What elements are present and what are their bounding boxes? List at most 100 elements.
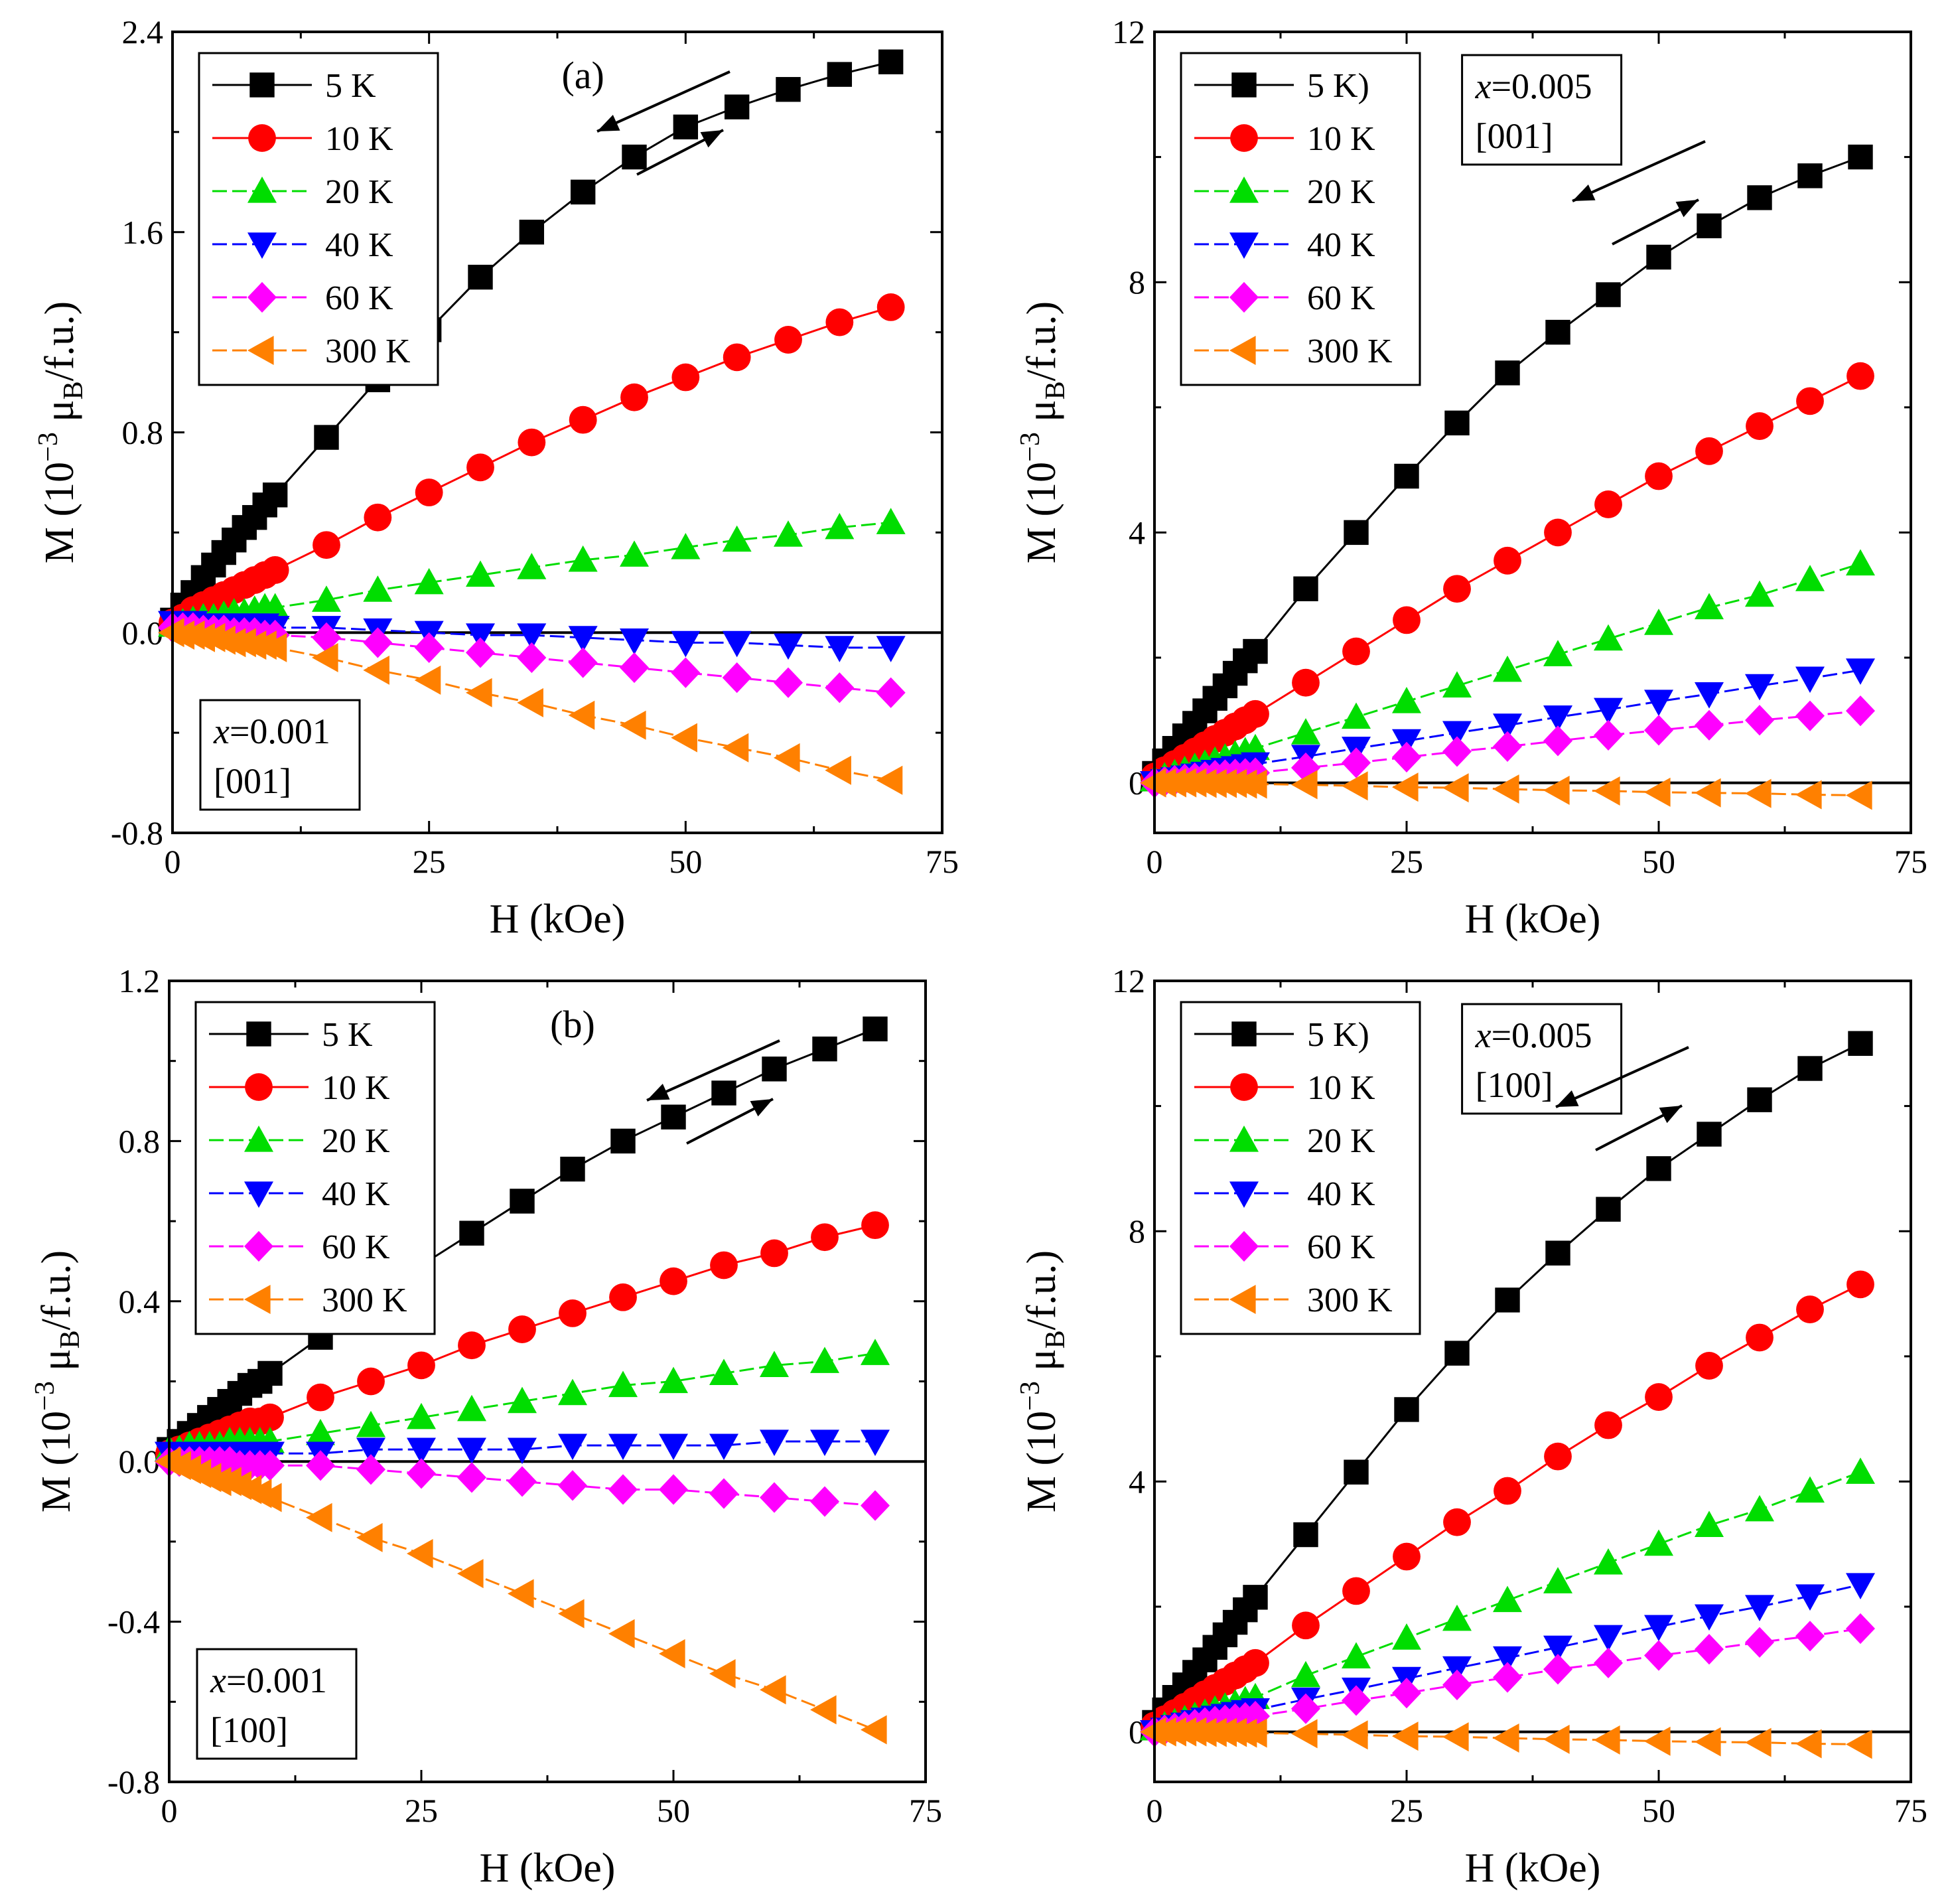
data-point-5K — [262, 482, 288, 508]
data-point-40K — [608, 1433, 638, 1461]
data-point-40K — [517, 623, 547, 650]
data-point-10K — [1292, 668, 1320, 697]
legend-label: 5 K) — [1307, 1016, 1369, 1054]
legend-label: 300 K — [1307, 1282, 1393, 1319]
data-point-10K — [1846, 1270, 1874, 1299]
data-point-40K — [1846, 1573, 1875, 1599]
data-point-60K — [825, 672, 855, 703]
data-point-300K — [1594, 776, 1620, 806]
data-point-60K — [861, 1490, 890, 1521]
legend-marker-20K — [1229, 1126, 1259, 1152]
x-tick-label: 0 — [1147, 1792, 1163, 1829]
data-point-20K — [876, 508, 906, 534]
data-point-5K — [257, 1360, 283, 1386]
data-point-40K — [1795, 666, 1825, 694]
data-point-10K — [1241, 699, 1269, 728]
y-label-exponent: −3 — [33, 432, 64, 462]
arrow-decreasing — [596, 70, 731, 133]
data-point-20K — [709, 1358, 738, 1386]
data-point-5K — [812, 1036, 837, 1062]
data-point-10K — [1342, 637, 1370, 666]
data-point-20K — [517, 553, 547, 579]
data-point-60K — [1342, 1685, 1371, 1716]
data-point-5K — [827, 62, 853, 87]
y-label-subscript: B — [58, 381, 89, 400]
data-point-300K — [568, 700, 595, 730]
data-point-5K — [610, 1128, 636, 1154]
data-point-60K — [1392, 741, 1421, 773]
arrow-decreasing — [1555, 1046, 1689, 1108]
data-point-5K — [1848, 1031, 1873, 1056]
data-point-60K — [508, 1466, 537, 1497]
data-point-5K — [1344, 520, 1369, 546]
data-point-40K — [1644, 690, 1673, 716]
series-line-20K — [1154, 563, 1861, 781]
data-point-60K — [407, 1458, 436, 1489]
data-point-20K — [1695, 1510, 1724, 1537]
y-tick-label: 12 — [1112, 13, 1145, 50]
data-point-10K — [466, 453, 494, 482]
data-point-10K — [1695, 1352, 1723, 1380]
y-label-exponent: −3 — [1015, 432, 1046, 462]
data-point-20K — [1493, 1585, 1522, 1613]
data-point-5K — [1646, 244, 1671, 270]
legend-label: 10 K — [1307, 1069, 1375, 1107]
x-tick-label: 0 — [165, 843, 181, 880]
y-label-main: M (10 — [1019, 462, 1064, 563]
data-point-40K — [1745, 674, 1774, 701]
x-tick-label: 50 — [1642, 1792, 1675, 1829]
data-point-40K — [722, 630, 752, 658]
sample-direction: [100] — [1476, 1065, 1553, 1105]
data-point-300K — [508, 1579, 534, 1609]
data-point-20K — [1644, 1529, 1673, 1556]
y-tick-label: 12 — [1112, 962, 1145, 999]
data-point-300K — [876, 765, 903, 795]
y-label-subscript: B — [55, 1330, 86, 1349]
data-point-40K — [407, 1437, 436, 1465]
data-point-10K — [1393, 1542, 1421, 1571]
data-point-40K — [671, 630, 701, 658]
legend-box — [1180, 1001, 1421, 1335]
data-point-40K — [1594, 697, 1623, 725]
data-point-5K — [570, 179, 596, 205]
data-point-40K — [457, 1437, 486, 1465]
y-tick-label: 0.0 — [119, 1443, 161, 1480]
data-point-5K — [673, 114, 699, 140]
data-point-300K — [620, 710, 646, 740]
data-point-5K — [776, 77, 801, 102]
data-point-10K — [518, 428, 546, 457]
data-point-300K — [1493, 1723, 1519, 1753]
data-point-10K — [760, 1239, 788, 1268]
legend-marker-60K — [1229, 281, 1259, 313]
legend-marker-60K — [244, 1230, 273, 1262]
data-point-40K — [508, 1437, 537, 1465]
data-point-300K — [709, 1659, 736, 1689]
data-point-300K — [1392, 1721, 1419, 1751]
data-point-60K — [722, 662, 752, 694]
y-label-main: M (10 — [37, 462, 82, 563]
legend-label: 40 K — [322, 1175, 390, 1213]
data-point-60K — [1543, 1654, 1572, 1685]
data-point-10K — [723, 343, 751, 372]
data-point-10K — [407, 1351, 435, 1380]
x-tick-label: 75 — [926, 843, 959, 880]
legend-label: 300 K — [1307, 332, 1393, 370]
data-point-10K — [774, 326, 802, 354]
data-point-10K — [609, 1283, 637, 1311]
data-point-20K — [1745, 1495, 1774, 1522]
data-point-5K — [1797, 163, 1823, 188]
data-point-10K — [307, 1383, 334, 1412]
data-point-5K — [1444, 1341, 1470, 1366]
data-point-5K — [1848, 144, 1873, 170]
data-point-20K — [1594, 1548, 1623, 1575]
data-point-10K — [458, 1331, 486, 1360]
data-point-5K — [519, 220, 545, 245]
x-tick-label: 75 — [909, 1792, 942, 1829]
data-point-10K — [1544, 518, 1572, 547]
legend-label: 20 K — [1307, 1122, 1375, 1160]
series-line-300K — [172, 631, 891, 782]
data-point-40K — [356, 1437, 385, 1465]
data-point-300K — [255, 1483, 282, 1512]
data-point-20K — [1392, 686, 1421, 713]
